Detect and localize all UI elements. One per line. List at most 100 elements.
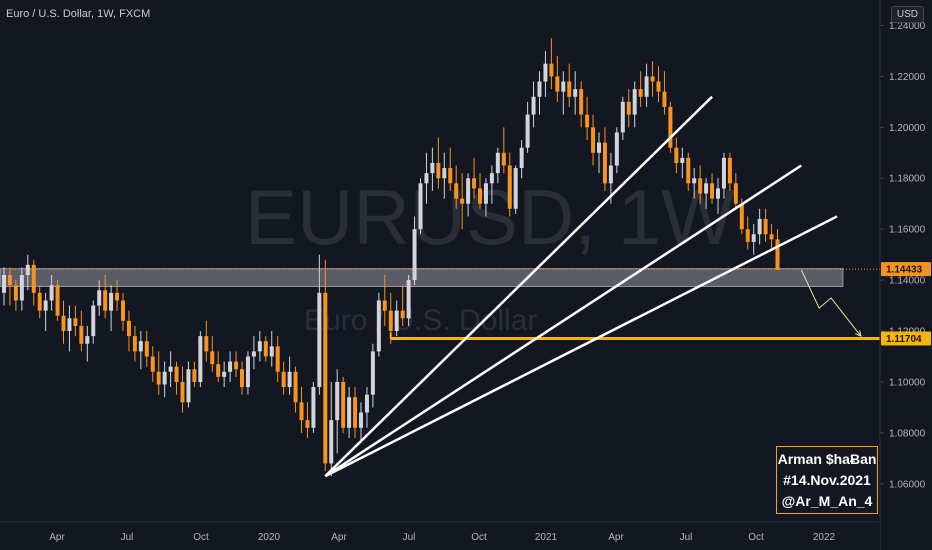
price-label-box <box>881 262 931 277</box>
candle-body <box>174 366 179 382</box>
y-tick-label: 1.10000 <box>889 377 926 388</box>
candle <box>376 292 381 357</box>
signature-line-3: @Ar_M_An_4 <box>781 493 873 509</box>
candle <box>454 165 459 209</box>
candle <box>686 152 691 191</box>
candle-body <box>680 157 685 163</box>
x-tick-label: Oct <box>193 532 209 543</box>
candle-body <box>216 364 221 377</box>
candle <box>573 71 578 115</box>
candle <box>25 254 30 291</box>
y-tick-label: 1.24000 <box>889 21 926 32</box>
candle-body <box>2 275 6 293</box>
candle-body <box>317 292 322 388</box>
candle-body <box>692 178 697 184</box>
candle <box>228 351 233 382</box>
candle-body <box>763 218 768 235</box>
candle-body <box>323 292 328 464</box>
x-tick-label: 2022 <box>813 532 836 543</box>
candle-body <box>79 325 84 344</box>
y-tick-label: 1.06000 <box>889 479 926 490</box>
candle <box>132 325 137 362</box>
candle-body <box>489 173 494 184</box>
candle-body <box>251 351 256 357</box>
candle <box>109 285 114 332</box>
candle <box>13 280 18 311</box>
candle-body <box>210 351 215 365</box>
candle-body <box>472 178 477 189</box>
candle-body <box>168 366 173 372</box>
candle-body <box>632 89 637 115</box>
candle <box>55 280 60 321</box>
candle <box>483 178 488 217</box>
candle <box>400 285 405 326</box>
candle-body <box>424 173 429 184</box>
candle-body <box>7 275 12 286</box>
candle <box>79 310 84 352</box>
candle <box>257 331 262 362</box>
candle <box>234 351 239 377</box>
currency-button[interactable]: USD <box>890 6 924 23</box>
candle-body <box>121 300 125 321</box>
candle-body <box>727 157 732 184</box>
y-tick-label: 1.20000 <box>889 123 926 134</box>
candle-body <box>430 162 435 174</box>
candle-body <box>644 76 649 97</box>
price-label: 1.14433 <box>886 265 923 276</box>
watermark-sub: Euro / U.S. Dollar <box>304 304 537 337</box>
x-tick-label: Oct <box>748 532 764 543</box>
candle-body <box>43 300 48 311</box>
candle <box>269 331 274 367</box>
watermark: EURUSD, 1W Euro / U.S. Dollar <box>245 173 735 337</box>
candle-body <box>37 292 42 311</box>
candle-body <box>495 152 500 174</box>
candle-body <box>329 420 334 464</box>
trendline-1 <box>324 95 713 478</box>
candle-body <box>531 96 536 115</box>
candle <box>91 300 96 344</box>
candle <box>293 366 298 413</box>
candle-body <box>638 89 643 97</box>
candle-body <box>656 81 661 92</box>
candle <box>733 173 738 209</box>
candle-body <box>370 351 375 395</box>
x-tick-label: 2021 <box>535 532 558 543</box>
candle-body <box>204 336 209 352</box>
candle-body <box>436 162 441 179</box>
candle <box>751 224 756 255</box>
candle-body <box>109 292 114 311</box>
candle <box>317 254 322 395</box>
candle-body <box>597 142 601 153</box>
candle <box>680 147 685 179</box>
candle-body <box>555 76 560 92</box>
candle <box>478 173 482 209</box>
candle-body <box>757 218 762 235</box>
candle <box>698 165 703 204</box>
candle-body <box>561 81 566 92</box>
y-tick-label: 1.14000 <box>889 276 926 287</box>
candle-body <box>287 371 292 388</box>
symbol-title[interactable]: Euro / U.S. Dollar, 1W, FXCM <box>6 8 151 20</box>
candle-body <box>222 371 227 377</box>
candle <box>311 381 316 433</box>
candle <box>186 361 191 408</box>
candle <box>115 280 120 311</box>
candle-body <box>716 188 720 199</box>
candle <box>763 208 768 242</box>
candle-body <box>311 387 316 428</box>
candle <box>121 292 125 332</box>
candle-body <box>382 300 387 311</box>
candle <box>281 361 286 395</box>
candle-body <box>394 310 399 332</box>
candle <box>692 168 697 199</box>
candle <box>263 336 268 362</box>
candle-body <box>347 397 352 428</box>
candle <box>585 96 590 141</box>
candle-body <box>353 397 358 428</box>
candle <box>716 178 720 214</box>
candle <box>156 351 161 395</box>
candle <box>507 152 512 217</box>
candle-body <box>525 114 530 148</box>
candle <box>85 325 90 362</box>
